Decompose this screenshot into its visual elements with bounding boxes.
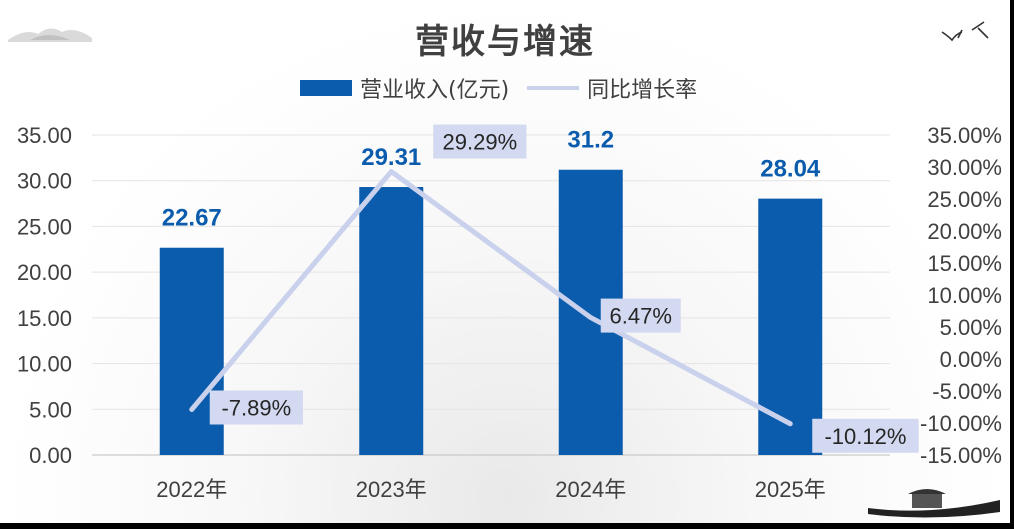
- bar: [758, 198, 823, 456]
- bar-data-label: 28.04: [760, 156, 821, 183]
- gridlines: [92, 134, 890, 456]
- y-left-tick-label: 30.00: [17, 169, 72, 194]
- y-right-tick-label: -5.00%: [932, 379, 1002, 404]
- x-tick-label: 2022年: [156, 477, 227, 502]
- y-left-tick-label: 5.00: [29, 397, 72, 422]
- y-right-tick-label: -15.00%: [920, 443, 1002, 468]
- line-series: [189, 169, 793, 427]
- y-left-tick-label: 0.00: [29, 443, 72, 468]
- mountain-decoration-icon: [8, 28, 92, 42]
- y-axis-right: -15.00% -10.00% -5.00% 0.00% 5.00% 10.00% 15.0…: [920, 123, 1002, 468]
- bar-data-label: 22.67: [162, 205, 222, 232]
- y-left-tick-label: 10.00: [17, 352, 72, 377]
- y-left-tick-label: 25.00: [17, 214, 72, 239]
- y-right-tick-label: 30.00%: [927, 155, 1002, 180]
- line-data-label-box: [812, 418, 919, 453]
- y-left-tick-label: 15.00: [17, 306, 72, 331]
- bar: [359, 187, 424, 455]
- line-data-label: -10.12%: [824, 424, 906, 449]
- x-tick-label: 2025年: [755, 477, 826, 502]
- line-data-label: 6.47%: [610, 304, 672, 329]
- y-right-tick-label: 15.00%: [927, 251, 1002, 276]
- y-axis-left: 0.00 5.00 10.00 15.00 20.00 25.00 30.00 35.00: [17, 123, 72, 468]
- y-right-tick-label: -10.00%: [920, 411, 1002, 436]
- y-left-tick-label: 20.00: [17, 260, 72, 285]
- line-data-labels: -7.89% 29.29% 6.47% -10.12%: [209, 124, 919, 453]
- line-data-label: -7.89%: [221, 395, 291, 420]
- line-data-label-box: [209, 390, 303, 425]
- line-data-label-box: [433, 124, 527, 159]
- legend-swatch-revenue: [300, 80, 352, 96]
- y-right-tick-label: 20.00%: [927, 219, 1002, 244]
- chart-title: 营收与增速: [415, 22, 595, 62]
- y-right-tick-label: 0.00%: [940, 347, 1002, 372]
- legend-label-growth: 同比增长率: [587, 78, 698, 103]
- line-data-label: 29.29%: [443, 130, 518, 155]
- y-right-tick-label: 25.00%: [927, 187, 1002, 212]
- boat-decoration-icon: [868, 489, 1000, 518]
- x-axis: 2022年 2023年 2024年 2025年: [156, 477, 825, 502]
- x-tick-label: 2024年: [555, 477, 626, 502]
- legend-label-revenue: 营业收入(亿元): [360, 78, 510, 103]
- bar-data-labels: 22.67 29.31 31.2 28.04: [162, 127, 821, 232]
- y-right-tick-label: 10.00%: [927, 283, 1002, 308]
- y-right-tick-label: 35.00%: [927, 123, 1002, 148]
- line-data-label-box: [600, 298, 681, 333]
- birds-decoration-icon: [941, 21, 989, 42]
- x-tick-label: 2023年: [356, 477, 427, 502]
- line-path: [189, 169, 793, 427]
- y-right-tick-label: 5.00%: [940, 315, 1002, 340]
- bar-data-label: 29.31: [361, 144, 421, 171]
- legend-swatch-growth: [527, 86, 580, 90]
- chart-legend: 营业收入(亿元) 同比增长率: [300, 74, 698, 103]
- bar-data-label: 31.2: [567, 127, 614, 154]
- y-left-tick-label: 35.00: [17, 123, 72, 148]
